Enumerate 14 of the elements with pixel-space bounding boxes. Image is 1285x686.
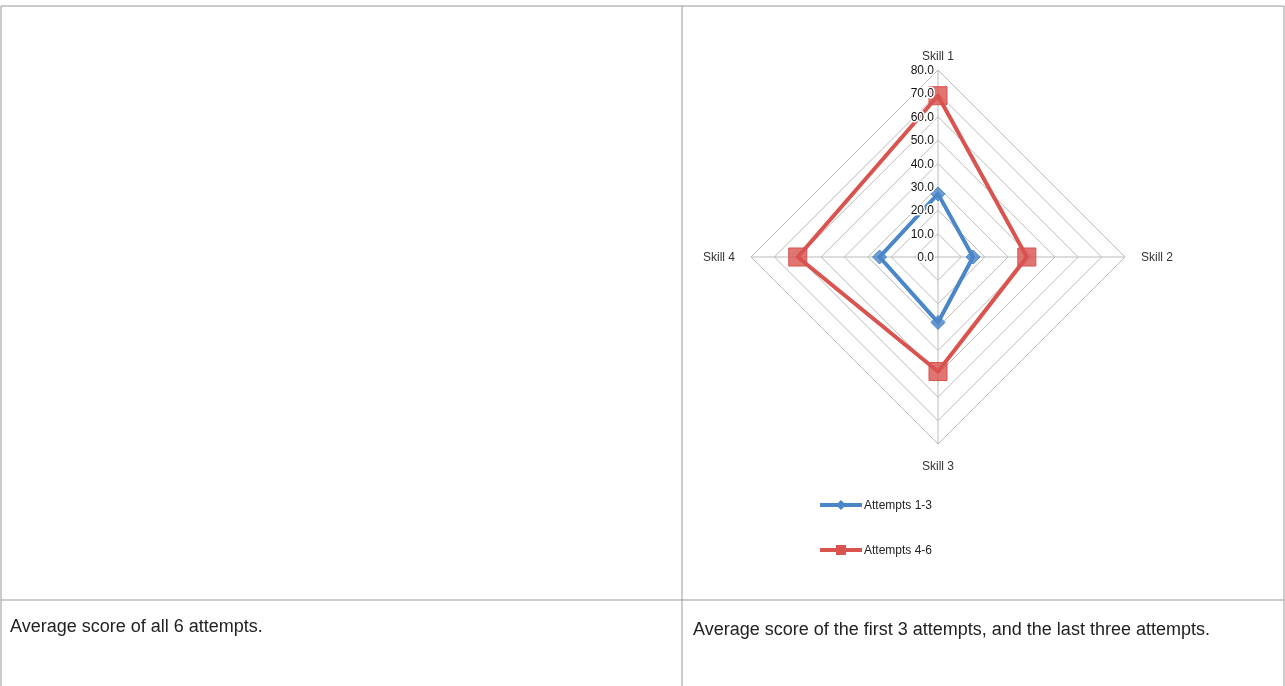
spoke-label: Skill 4 — [702, 250, 736, 264]
text: Average score of the first 3 attempts, and the last three attempts. — [693, 618, 1211, 641]
y-tick-label: 40.0 — [910, 156, 935, 171]
y-tick-label: 50.0 — [910, 133, 935, 148]
y-tick-label: 0.0 — [917, 250, 935, 264]
y-tick-label: 80.0 — [910, 63, 935, 77]
spoke-label: Skill 1 — [921, 49, 955, 63]
y-tick-label: 30.0 — [910, 179, 935, 194]
legend-label: Attempts 1-3 — [864, 498, 933, 512]
spoke-label: Skill 3 — [921, 459, 955, 473]
legend-label: Attempts 4-6 — [864, 543, 933, 557]
spoke-label: Skill 2 — [1141, 250, 1174, 264]
text: Average score of all 6 attempts. — [10, 616, 263, 636]
y-tick-label: 10.0 — [910, 226, 935, 241]
